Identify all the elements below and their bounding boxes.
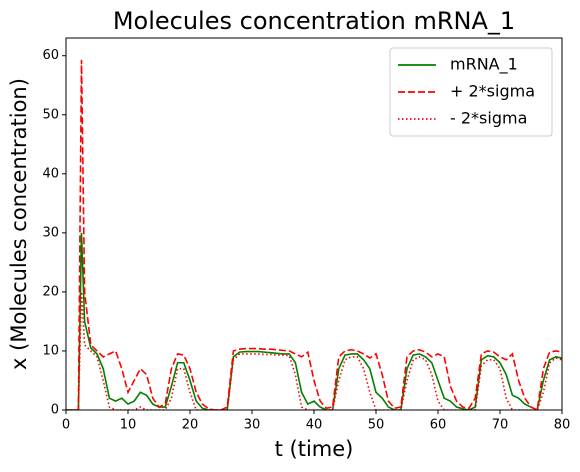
y-tick-label: 20 <box>42 284 59 299</box>
x-tick-label: 40 <box>306 418 323 433</box>
legend-label: - 2*sigma <box>450 109 527 128</box>
y-axis-label: x (Molecules concentration) <box>7 78 31 370</box>
legend-label: + 2*sigma <box>450 82 535 101</box>
x-axis-label: t (time) <box>275 437 354 461</box>
legend-box <box>389 47 553 137</box>
x-tick-label: 80 <box>554 418 571 433</box>
y-tick-label: 0 <box>51 403 59 418</box>
x-tick-label: 0 <box>62 418 70 433</box>
legend: mRNA_1 + 2*sigma - 2*sigma <box>389 47 553 137</box>
chart-title: Molecules concentration mRNA_1 <box>113 7 515 35</box>
x-tick-label: 60 <box>430 418 447 433</box>
x-tick-label: 70 <box>492 418 509 433</box>
y-tick-label: 10 <box>42 343 59 358</box>
x-tick-label: 10 <box>120 418 137 433</box>
y-tick-label: 50 <box>42 107 59 122</box>
y-tick-label: 30 <box>42 225 59 240</box>
series-line <box>66 232 562 410</box>
legend-label: mRNA_1 <box>450 55 518 75</box>
series-line <box>66 291 562 410</box>
series-line <box>66 59 562 410</box>
y-tick-label: 40 <box>42 166 59 181</box>
x-tick-label: 20 <box>182 418 199 433</box>
y-tick-label: 60 <box>42 48 59 63</box>
x-tick-label: 50 <box>368 418 385 433</box>
x-tick-label: 30 <box>244 418 261 433</box>
plot-frame <box>65 37 563 411</box>
